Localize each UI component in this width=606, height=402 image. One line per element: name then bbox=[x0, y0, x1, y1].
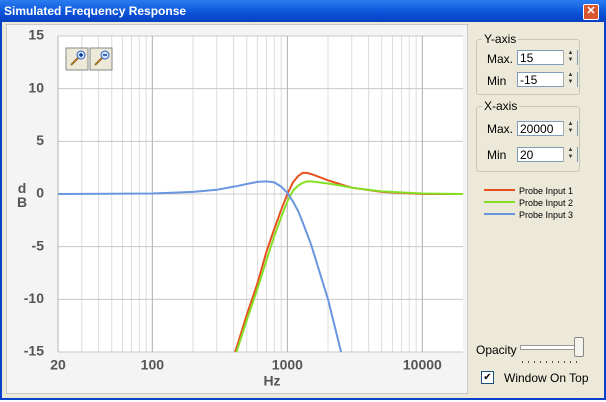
x-max-input[interactable]: 20000 bbox=[517, 121, 578, 136]
chart: -15 -10 -5 0 5 10 15 20 100 1000 10000 Hz bbox=[6, 24, 468, 394]
slider-thumb[interactable] bbox=[574, 337, 584, 357]
y-axis-group bbox=[476, 39, 580, 95]
label: Max. bbox=[487, 122, 514, 136]
spinner[interactable]: ▲ ▼ bbox=[563, 147, 577, 162]
y-tick-label: 0 bbox=[36, 185, 44, 201]
icon bbox=[94, 57, 103, 66]
series-line bbox=[235, 180, 464, 353]
series-line bbox=[57, 180, 343, 353]
x-min-input[interactable]: 20 bbox=[517, 147, 578, 162]
y-tick-label: -5 bbox=[32, 237, 45, 253]
x-tick-label: 20 bbox=[50, 357, 66, 373]
x-tick-label: 10000 bbox=[403, 357, 442, 373]
legend-label: Probe Input 3 bbox=[519, 210, 574, 220]
y-tick-label: 5 bbox=[36, 132, 44, 148]
y-tick-label: 15 bbox=[28, 27, 44, 43]
window-title: Simulated Frequency Response bbox=[4, 4, 187, 18]
zoom-out-button[interactable] bbox=[89, 47, 113, 71]
spinner[interactable]: ▲ ▼ bbox=[563, 72, 577, 87]
legend-swatch bbox=[484, 189, 515, 191]
lines bbox=[57, 171, 464, 353]
group-title: X-axis bbox=[482, 99, 520, 113]
y-tick-label: -10 bbox=[24, 290, 44, 306]
x-axis-label: Hz bbox=[263, 373, 280, 389]
y-min-input[interactable]: -15 bbox=[517, 72, 578, 87]
legend-label: Probe Input 2 bbox=[519, 198, 574, 208]
group-title: Y-axis bbox=[482, 32, 519, 46]
x-tick-label: 1000 bbox=[272, 357, 303, 373]
label: Min bbox=[487, 148, 507, 162]
icon bbox=[70, 57, 79, 66]
x-axis-group bbox=[476, 106, 580, 172]
legend-label: Probe Input 1 bbox=[519, 186, 574, 196]
y-max-input[interactable]: 15 bbox=[517, 50, 578, 65]
title-bar: Simulated Frequency Response bbox=[0, 0, 606, 22]
label: Max. bbox=[487, 52, 514, 66]
spinner[interactable]: ▲ ▼ bbox=[563, 121, 577, 136]
opacity-label: Opacity bbox=[476, 343, 517, 357]
spinner[interactable]: ▲ ▼ bbox=[563, 50, 577, 65]
zoom-in-button[interactable] bbox=[65, 47, 89, 71]
checkbox-label: Window On Top bbox=[504, 371, 589, 385]
y-tick-label: 10 bbox=[28, 79, 44, 95]
legend-swatch bbox=[484, 201, 515, 203]
close-button[interactable]: ✕ bbox=[583, 4, 599, 20]
x-tick-label: 100 bbox=[141, 357, 165, 373]
y-tick-label: -15 bbox=[24, 343, 44, 359]
icon bbox=[79, 53, 83, 57]
label: Min bbox=[487, 74, 507, 88]
legend-swatch bbox=[484, 213, 515, 215]
window-on-top-checkbox[interactable]: ✔ bbox=[481, 371, 494, 384]
tick-labels: -15 -10 -5 0 5 10 15 20 100 1000 10000 bbox=[24, 27, 442, 373]
slider-ticks bbox=[522, 361, 582, 363]
y-axis-label: dB bbox=[14, 180, 30, 208]
